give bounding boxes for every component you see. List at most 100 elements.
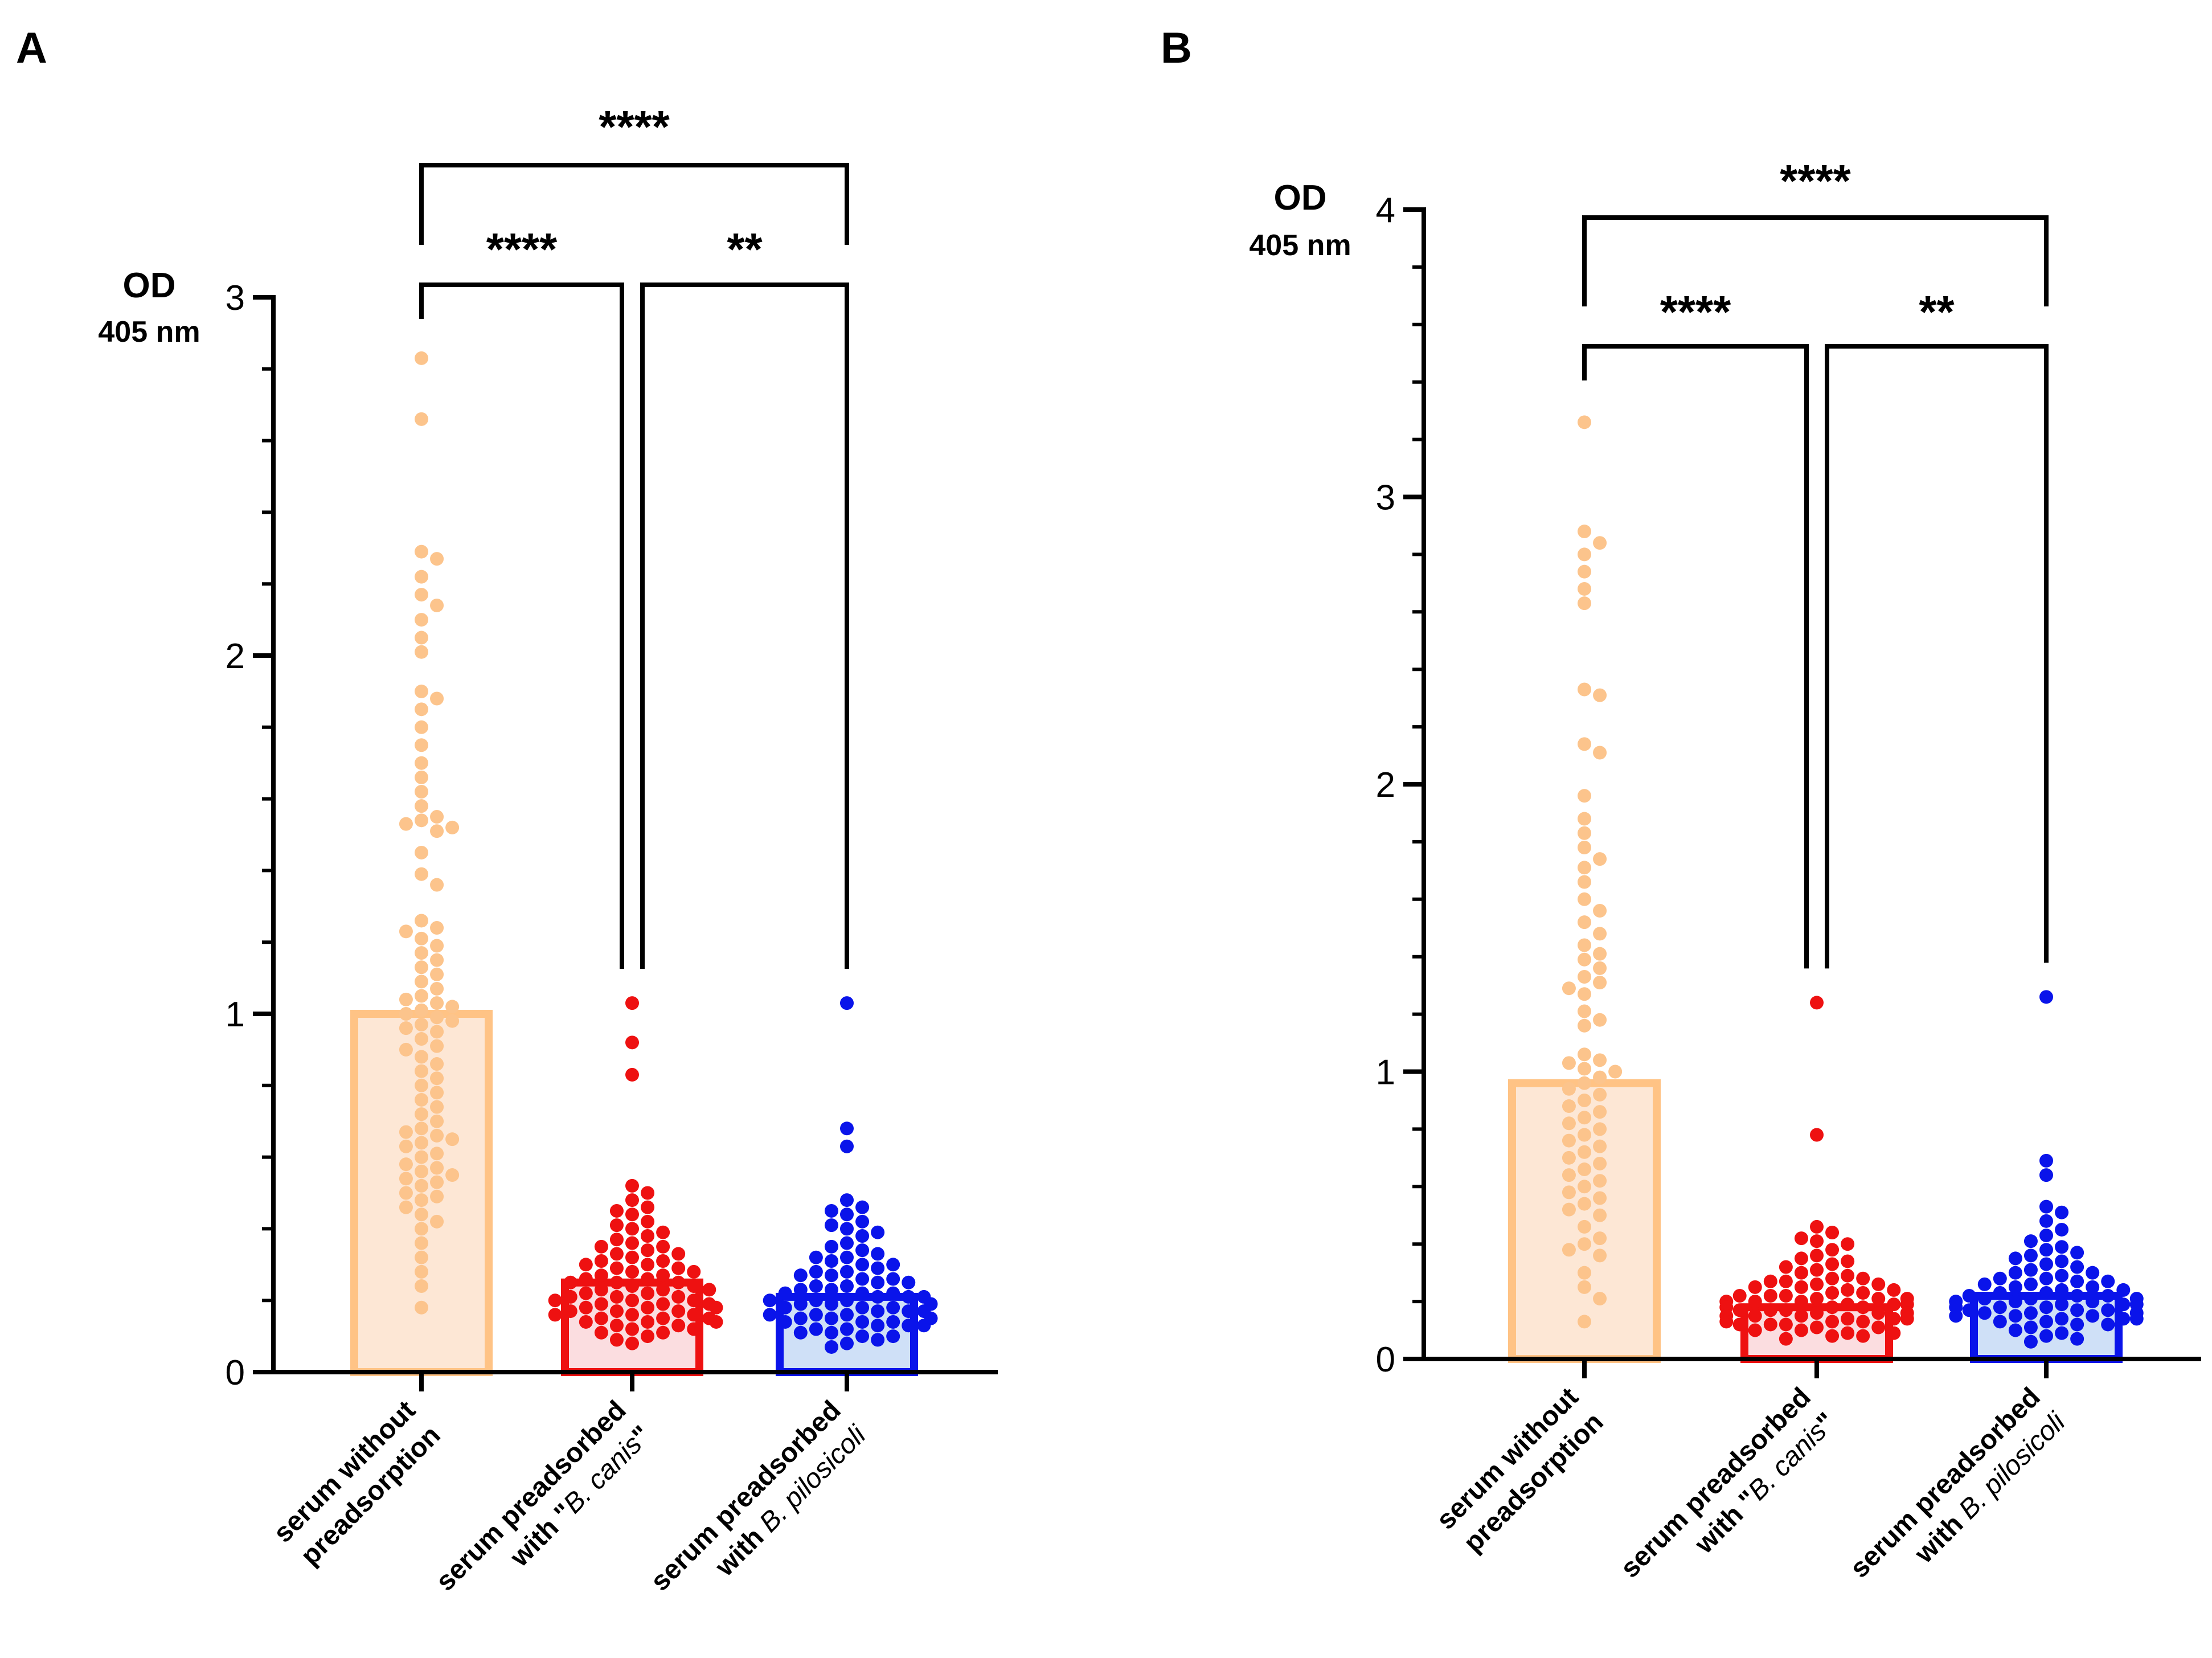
data-point xyxy=(1719,1315,1734,1329)
data-point xyxy=(855,1286,870,1300)
data-point xyxy=(415,1279,428,1293)
data-point xyxy=(1779,1274,1793,1288)
data-point xyxy=(2055,1297,2069,1312)
data-point xyxy=(2101,1289,2115,1303)
data-point xyxy=(671,1304,686,1319)
data-point xyxy=(579,1272,593,1286)
data-point xyxy=(430,598,444,612)
significance-bracket xyxy=(1582,215,2049,306)
data-point xyxy=(2129,1312,2144,1326)
data-point xyxy=(1593,927,1607,941)
data-point xyxy=(793,1283,808,1297)
data-point xyxy=(625,1308,639,1322)
data-point xyxy=(809,1308,823,1322)
data-point xyxy=(1810,1128,1824,1142)
data-point xyxy=(1856,1271,1870,1286)
significance-bracket xyxy=(419,283,624,969)
data-point xyxy=(1977,1277,1992,1291)
panel-label: B xyxy=(1161,24,1192,72)
data-point xyxy=(1810,1306,1824,1320)
data-point xyxy=(594,1268,608,1283)
data-point xyxy=(1825,1271,1840,1286)
data-point xyxy=(2008,1309,2022,1323)
data-point xyxy=(840,1250,854,1264)
data-point xyxy=(1578,1315,1591,1329)
data-point xyxy=(1871,1277,1886,1291)
data-point xyxy=(855,1229,870,1243)
data-point xyxy=(625,1236,639,1250)
data-point xyxy=(1562,1116,1576,1131)
data-point xyxy=(415,867,428,881)
data-point xyxy=(2086,1295,2100,1309)
data-point xyxy=(871,1261,885,1275)
data-point xyxy=(1825,1243,1840,1257)
data-point xyxy=(1763,1289,1777,1303)
data-point xyxy=(809,1264,823,1279)
data-point xyxy=(2055,1205,2069,1219)
data-point xyxy=(1856,1300,1870,1315)
data-point xyxy=(625,1250,639,1264)
data-point xyxy=(840,1264,854,1279)
data-point xyxy=(609,1333,624,1347)
data-point xyxy=(1841,1326,1855,1340)
data-point xyxy=(855,1329,870,1344)
data-point xyxy=(399,817,413,831)
data-point xyxy=(1562,1151,1576,1165)
data-point xyxy=(430,1214,444,1229)
data-point xyxy=(609,1203,624,1218)
data-point xyxy=(902,1275,916,1289)
data-point xyxy=(415,914,428,928)
data-point xyxy=(1593,961,1607,975)
data-point xyxy=(886,1315,900,1329)
category-label-preadsorbed-b-canis: serum preadsorbedwith "B. canis" xyxy=(430,1395,657,1622)
data-point xyxy=(625,1279,639,1293)
data-point xyxy=(1779,1289,1793,1303)
data-point xyxy=(625,1322,639,1336)
data-point xyxy=(2070,1303,2084,1317)
data-point xyxy=(1763,1317,1777,1332)
data-point xyxy=(656,1254,670,1268)
data-point xyxy=(840,1336,854,1350)
data-point xyxy=(902,1289,916,1304)
data-point xyxy=(1825,1300,1840,1315)
data-point xyxy=(1578,826,1591,840)
data-point xyxy=(886,1329,900,1344)
data-point xyxy=(1578,596,1591,611)
data-point xyxy=(1562,1099,1576,1113)
data-point xyxy=(1900,1312,1914,1326)
data-point xyxy=(641,1214,655,1229)
data-point xyxy=(430,1100,444,1114)
data-point xyxy=(778,1286,792,1300)
data-point xyxy=(415,645,428,659)
data-point xyxy=(641,1272,655,1286)
data-point xyxy=(415,1150,428,1164)
data-point xyxy=(1732,1289,1747,1303)
data-point xyxy=(1593,1105,1607,1119)
data-point xyxy=(1578,1004,1591,1018)
significance-bracket xyxy=(1825,344,2049,969)
data-point xyxy=(1825,1286,1840,1300)
data-point xyxy=(641,1315,655,1329)
data-point xyxy=(2039,1214,2053,1228)
y-tick-label: 1 xyxy=(226,995,245,1034)
data-point xyxy=(763,1308,777,1322)
data-point xyxy=(579,1315,593,1329)
data-point xyxy=(1578,812,1591,826)
data-point xyxy=(2039,1300,2053,1315)
data-point xyxy=(415,1017,428,1031)
data-point xyxy=(824,1325,838,1340)
data-point xyxy=(1562,1168,1576,1182)
data-point xyxy=(1578,1093,1591,1107)
data-point xyxy=(430,996,444,1010)
data-point xyxy=(625,1293,639,1308)
y-tick-label: 1 xyxy=(1376,1053,1395,1092)
data-point xyxy=(2023,1306,2038,1320)
significance-bracket xyxy=(640,283,849,969)
data-point xyxy=(1593,1139,1607,1153)
data-point xyxy=(809,1322,823,1336)
data-point xyxy=(430,1071,444,1086)
data-point xyxy=(1578,1111,1591,1125)
data-point xyxy=(763,1293,777,1308)
data-point xyxy=(855,1200,870,1214)
data-point xyxy=(415,684,428,698)
